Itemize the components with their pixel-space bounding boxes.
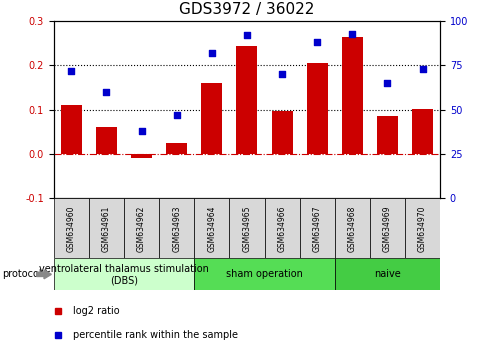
Bar	[89, 198, 124, 258]
Point	[67, 68, 75, 74]
Text: log2 ratio: log2 ratio	[73, 306, 120, 316]
Text: GSM634962: GSM634962	[137, 205, 146, 252]
Text: protocol: protocol	[2, 269, 42, 279]
Bar	[96, 127, 117, 154]
Bar	[369, 198, 404, 258]
Bar	[61, 105, 81, 154]
Bar	[334, 198, 369, 258]
Text: GSM634968: GSM634968	[347, 205, 356, 252]
Text: GSM634960: GSM634960	[67, 205, 76, 252]
Point	[347, 31, 355, 36]
Bar	[264, 198, 299, 258]
Point	[278, 72, 285, 77]
Bar	[236, 46, 257, 154]
Title: GDS3972 / 36022: GDS3972 / 36022	[179, 2, 314, 17]
Point	[313, 40, 321, 45]
Bar	[194, 258, 334, 290]
Bar	[131, 154, 152, 159]
Text: percentile rank within the sample: percentile rank within the sample	[73, 330, 238, 339]
Text: GSM634969: GSM634969	[382, 205, 391, 252]
Bar	[341, 37, 362, 154]
Bar	[306, 63, 327, 154]
Point	[243, 33, 250, 38]
Text: ventrolateral thalamus stimulation
(DBS): ventrolateral thalamus stimulation (DBS)	[39, 263, 208, 285]
Bar	[54, 198, 89, 258]
Bar	[271, 110, 292, 154]
Text: GSM634967: GSM634967	[312, 205, 321, 252]
Text: sham operation: sham operation	[225, 269, 303, 279]
Text: naive: naive	[373, 269, 400, 279]
Bar	[166, 143, 187, 154]
Text: GSM634964: GSM634964	[207, 205, 216, 252]
Bar	[411, 109, 432, 154]
Text: GSM634970: GSM634970	[417, 205, 426, 252]
Bar	[54, 258, 194, 290]
Text: GSM634965: GSM634965	[242, 205, 251, 252]
Point	[172, 112, 180, 118]
Point	[418, 66, 426, 72]
Bar	[404, 198, 439, 258]
Point	[383, 80, 390, 86]
Text: GSM634961: GSM634961	[102, 205, 111, 252]
Bar	[194, 198, 229, 258]
Text: GSM634963: GSM634963	[172, 205, 181, 252]
Bar	[229, 198, 264, 258]
Point	[102, 89, 110, 95]
Bar	[124, 198, 159, 258]
Point	[138, 128, 145, 134]
Text: GSM634966: GSM634966	[277, 205, 286, 252]
Bar	[334, 258, 439, 290]
Bar	[159, 198, 194, 258]
Bar	[376, 116, 397, 154]
Bar	[299, 198, 334, 258]
Point	[207, 50, 215, 56]
Bar	[201, 83, 222, 154]
